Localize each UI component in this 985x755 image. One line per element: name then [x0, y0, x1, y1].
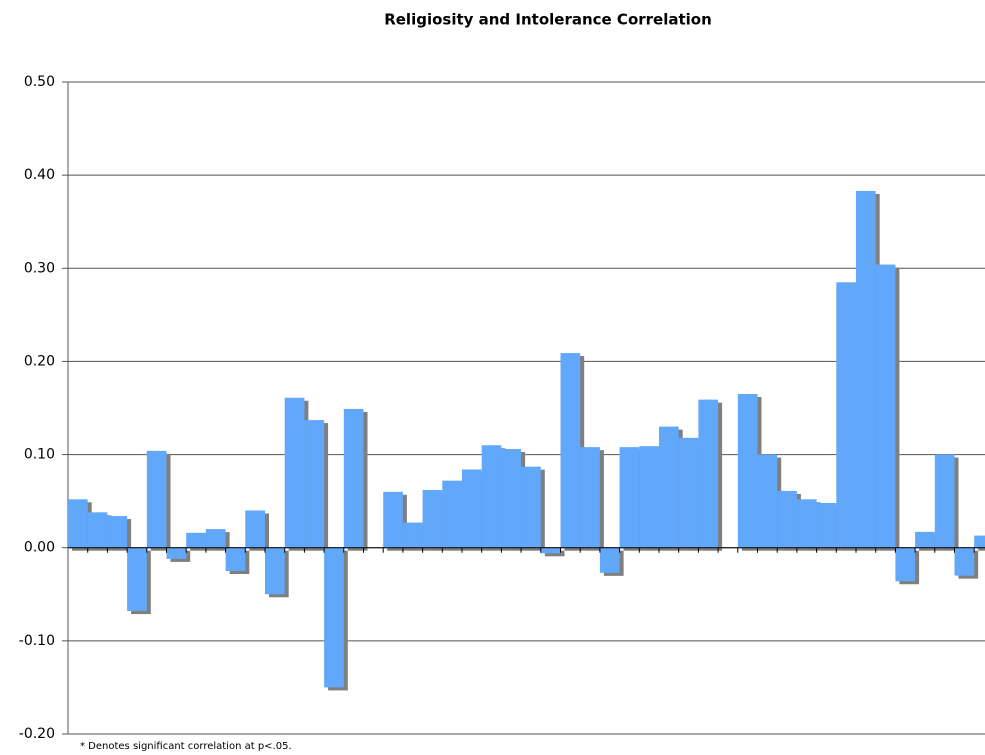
bar [934, 454, 955, 548]
bar [68, 499, 88, 548]
bar [875, 264, 896, 548]
bar [540, 547, 561, 554]
y-tick-label: -0.20 [19, 726, 55, 742]
bar [422, 489, 443, 548]
bar-shadow [544, 550, 565, 557]
bar [127, 547, 147, 612]
bar [265, 547, 285, 595]
y-tick-label: 0.50 [24, 74, 55, 90]
bar [737, 394, 758, 548]
bar [205, 529, 226, 548]
footnote: * Denotes significant correlation at p<.… [80, 741, 292, 752]
bar [166, 547, 187, 559]
bar [146, 450, 167, 548]
bar [974, 535, 985, 548]
bar [324, 547, 344, 688]
bar [599, 547, 620, 573]
bar [580, 447, 600, 548]
bar [915, 531, 935, 548]
bar [678, 437, 699, 548]
bar [186, 532, 206, 548]
bar [560, 353, 581, 548]
bar [304, 420, 325, 548]
y-tick-label: 0.40 [24, 167, 55, 183]
bar [462, 469, 482, 548]
bar [836, 282, 856, 548]
bar [856, 190, 876, 548]
bar [521, 466, 541, 548]
bar [796, 499, 817, 548]
bar [895, 547, 916, 582]
y-tick-label: 0.30 [24, 260, 55, 276]
bar [639, 446, 659, 548]
bar [107, 516, 128, 548]
bar [87, 512, 108, 548]
bar [777, 490, 797, 548]
bar [816, 503, 837, 548]
bar [501, 448, 522, 548]
chart-title: Religiosity and Intolerance Correlation [384, 11, 712, 29]
bar [954, 547, 975, 576]
y-tick-label: 0.20 [24, 353, 55, 369]
bar [343, 408, 364, 548]
bar [284, 397, 305, 548]
bar [383, 491, 403, 548]
bar [659, 426, 679, 548]
y-tick-label: 0.00 [24, 540, 55, 556]
y-tick-label: -0.10 [19, 633, 55, 649]
bar [481, 445, 502, 548]
bar [619, 447, 640, 548]
bar [757, 454, 778, 548]
bar [225, 547, 246, 571]
bar [442, 480, 462, 548]
y-tick-label: 0.10 [24, 447, 55, 463]
bar [245, 510, 265, 548]
bar [402, 522, 423, 548]
bar [698, 399, 719, 548]
